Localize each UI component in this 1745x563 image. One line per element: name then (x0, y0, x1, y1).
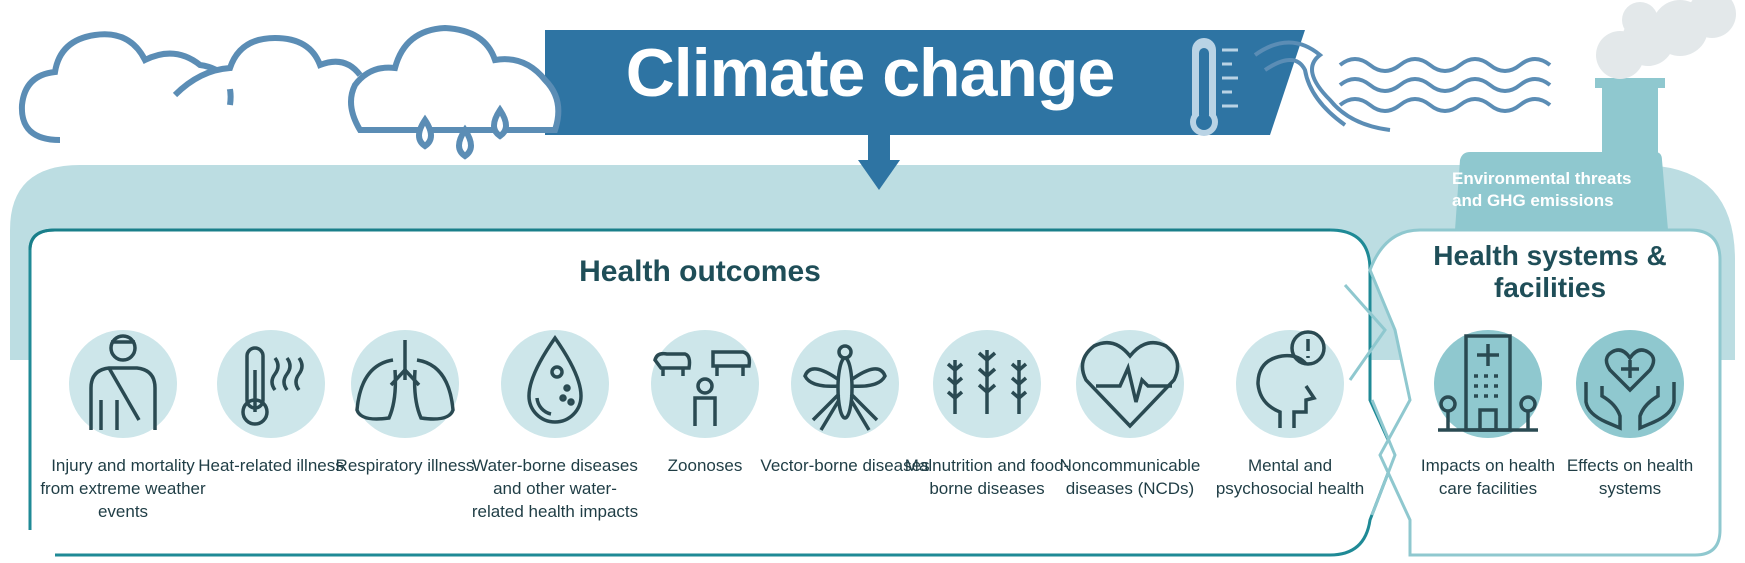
water-drop-icon (527, 334, 583, 424)
mosquito-icon (803, 344, 887, 431)
outcome-label: Injury and mortality from extreme weathe… (40, 456, 206, 521)
system-label: Effects on health systems (1566, 456, 1694, 498)
smoke-icon (1596, 0, 1736, 79)
health-systems-title: Health systems & facilities (1433, 240, 1667, 303)
title-banner (545, 30, 1305, 135)
rain-cloud-icon (348, 24, 562, 160)
outcome-label: Vector-borne diseases (760, 456, 930, 475)
waves-icon (1253, 40, 1552, 132)
cloud-icon (18, 31, 363, 143)
outcome-item: Injury and mortality from extreme weathe… (38, 330, 208, 523)
health-systems-panel (1368, 228, 1722, 557)
system-item: Impacts on health care facilities (1403, 330, 1573, 500)
outcome-item: Noncommunicable diseases (NCDs) (1045, 330, 1215, 500)
system-item: Effects on health systems (1545, 330, 1715, 500)
outcome-label: Heat-related illness (198, 456, 344, 475)
outcome-label: Malnutrition and food-borne diseases (904, 456, 1070, 498)
env-threats-tab (1455, 152, 1668, 230)
system-label: Impacts on health care facilities (1420, 456, 1556, 498)
animals-person-icon (653, 350, 752, 426)
outcome-label: Noncommunicable diseases (NCDs) (1059, 456, 1201, 498)
chimney (1602, 82, 1658, 154)
wheat-icon (946, 350, 1028, 414)
thermometer-heat-icon (241, 346, 304, 426)
heart-pulse-icon (1080, 340, 1180, 429)
outcome-item: Water-borne diseases and other water-rel… (470, 330, 640, 523)
hands-heart-icon (1584, 348, 1676, 431)
page-title: Climate change (625, 35, 1116, 111)
outcome-item: Heat-related illness (186, 330, 356, 477)
outcome-item: Respiratory illness (320, 330, 490, 477)
lungs-icon (355, 340, 455, 421)
hospital-icon (1438, 334, 1538, 432)
outcome-label: Water-borne diseases and other water-rel… (471, 456, 639, 521)
env-threats-label: Environmental threats and GHG emissions (1452, 169, 1632, 210)
outcome-label: Mental and psychosocial health (1215, 456, 1365, 498)
outcome-item: Zoonoses (620, 330, 790, 477)
outcome-item: Vector-borne diseases (760, 330, 930, 477)
head-alert-icon (1256, 330, 1326, 428)
arrow-down-icon (858, 160, 900, 190)
outcome-label: Zoonoses (667, 456, 743, 475)
injured-person-icon (89, 334, 157, 430)
banner-thermometer-icon (1190, 38, 1238, 136)
health-outcomes-title: Health outcomes (579, 255, 821, 288)
outcome-item: Malnutrition and food-borne diseases (902, 330, 1072, 500)
outcome-label: Respiratory illness (335, 456, 475, 475)
outcome-item: Mental and psychosocial health (1205, 330, 1375, 500)
